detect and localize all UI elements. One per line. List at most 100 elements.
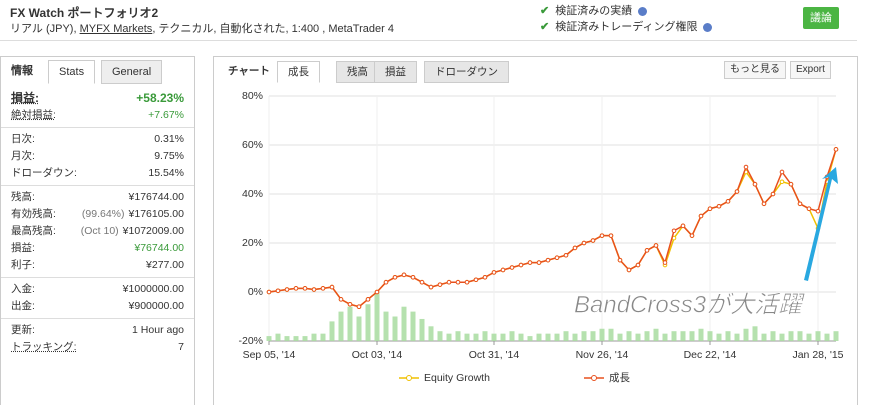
point <box>716 203 722 209</box>
stat-row: 入金: ¥1000000.00 <box>11 281 184 298</box>
x-tick-label: Oct 31, '14 <box>469 349 520 361</box>
x-tick-label: Sep 05, '14 <box>243 349 296 361</box>
title: FX Watch ポートフォリオ2 <box>10 6 159 20</box>
bar <box>284 336 290 341</box>
bar <box>734 333 740 341</box>
stat-value: ¥76744.00 <box>134 242 184 254</box>
bar <box>455 331 461 341</box>
point <box>644 248 650 253</box>
stat-row: 損益: ¥76744.00 <box>11 240 184 257</box>
bar <box>374 292 380 341</box>
point <box>365 297 371 302</box>
tab[interactable]: 損益 <box>374 61 417 83</box>
bar <box>554 333 560 341</box>
bar <box>590 331 596 341</box>
stat-label: 有効残高: <box>11 208 56 220</box>
stat-note: (99.64%) <box>81 208 125 220</box>
bar <box>824 333 830 341</box>
stat-row: 更新: 1 Hour ago <box>11 322 184 339</box>
point <box>725 199 731 204</box>
stat-value: +7.67% <box>148 109 184 121</box>
stat-label: 損益: <box>11 91 39 105</box>
point <box>545 257 551 263</box>
tab[interactable]: 成長 <box>277 61 320 83</box>
bar <box>770 331 776 341</box>
stat-row: 日次: 0.31% <box>11 131 184 148</box>
stat-label: 出金: <box>11 300 35 312</box>
point <box>608 233 614 238</box>
bar <box>743 328 749 341</box>
stat-label: 月次: <box>11 150 35 162</box>
tab[interactable]: General <box>101 60 163 84</box>
point <box>401 272 407 278</box>
point <box>770 191 776 197</box>
stat-note: (Oct 10) <box>80 225 119 237</box>
chart: -20% 0% 20% 40% 60% 80% Sep 05, '14 Oct 03, '14… <box>238 90 843 384</box>
legend-swatch <box>406 375 412 381</box>
point <box>698 213 704 219</box>
stat-label: 絶対損益: <box>11 109 56 121</box>
point <box>635 262 641 268</box>
button[interactable]: もっと見る <box>724 61 786 79</box>
bar <box>329 321 335 341</box>
bar <box>635 333 641 341</box>
point <box>590 238 596 243</box>
bar <box>779 333 785 341</box>
broker-link[interactable]: MYFX Markets <box>79 23 153 35</box>
bar <box>446 333 452 341</box>
stat-label: 日次: <box>11 133 35 145</box>
button[interactable]: Export <box>790 61 831 79</box>
bar <box>266 336 272 341</box>
stat-label: 更新: <box>11 324 35 336</box>
bar <box>437 331 443 341</box>
legend-swatch <box>591 375 597 381</box>
point <box>671 228 677 234</box>
point <box>815 208 821 214</box>
stat-group: 入金: ¥1000000.00 出金: ¥900000.00 <box>1 277 194 318</box>
point <box>761 201 767 207</box>
point <box>482 275 488 280</box>
bar <box>806 333 812 341</box>
bar <box>689 331 695 341</box>
bar <box>608 328 614 341</box>
tab[interactable]: Stats <box>48 60 96 84</box>
y-tick-label: 20% <box>242 237 263 249</box>
subtitle: リアル (JPY), MYFX Markets, テクニカル, 自動化された, … <box>10 20 394 36</box>
point <box>752 181 758 187</box>
stat-value: 9.75% <box>154 150 184 162</box>
bar <box>725 331 731 341</box>
bar <box>473 333 479 341</box>
tab[interactable]: ドローダウン <box>424 61 509 83</box>
bar <box>410 311 416 341</box>
y-tick-label: 60% <box>242 139 263 151</box>
x-tick-label: Dec 22, '14 <box>684 349 737 361</box>
bar <box>482 331 488 341</box>
check-text: 検証済みトレーディング権限 <box>555 21 698 33</box>
point <box>662 260 668 265</box>
point <box>806 206 812 211</box>
bar <box>572 333 578 341</box>
point <box>743 164 749 170</box>
stat-group: 残高: ¥176744.00 有効残高: (99.64%) ¥176105.00 最高残高… <box>1 185 194 277</box>
stat-value: 7 <box>178 341 184 353</box>
y-tick-label: -20% <box>238 335 263 347</box>
stat-label: 最高残高: <box>11 225 56 237</box>
point <box>266 289 272 295</box>
bar <box>464 333 470 341</box>
stat-row: 残高: ¥176744.00 <box>11 189 184 206</box>
bar <box>275 333 281 341</box>
point <box>311 287 317 292</box>
y-tick-label: 40% <box>242 188 263 200</box>
point <box>500 267 506 273</box>
stat-row: トラッキング: 7 <box>11 339 184 356</box>
point <box>527 260 533 265</box>
discuss-button[interactable]: 議論 <box>803 7 839 29</box>
stat-note <box>56 107 148 124</box>
point <box>491 270 497 275</box>
point <box>473 277 479 283</box>
bar <box>491 333 497 341</box>
tab[interactable]: 残高 <box>336 61 379 83</box>
line <box>268 149 837 308</box>
subtitle-text: リアル (JPY), <box>10 23 77 35</box>
point <box>653 243 659 248</box>
